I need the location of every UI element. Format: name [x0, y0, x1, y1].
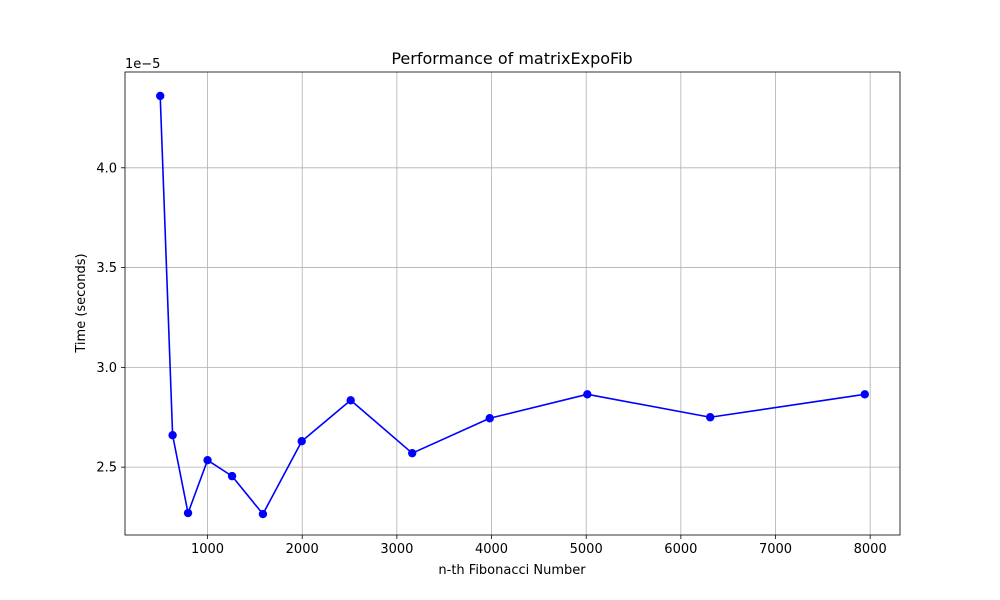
x-tick-label: 6000	[664, 542, 697, 557]
x-axis-label: n-th Fibonacci Number	[438, 563, 586, 578]
y-tick-label: 3.0	[96, 361, 117, 376]
series-group	[156, 91, 869, 519]
x-tick-label: 7000	[759, 542, 792, 557]
data-point	[156, 91, 165, 101]
x-tick-label: 2000	[286, 542, 319, 557]
data-point	[706, 413, 715, 422]
y-tick-label: 4.0	[96, 161, 117, 176]
data-point	[346, 396, 355, 405]
plot-area	[124, 71, 901, 536]
x-tick-label: 3000	[380, 542, 413, 557]
data-point	[183, 508, 193, 518]
data-point	[485, 414, 494, 423]
data-point	[203, 455, 212, 465]
y-axis-offset-label: 1e−5	[125, 57, 160, 72]
y-axis-label: Time (seconds)	[74, 253, 89, 353]
data-point	[408, 448, 417, 458]
y-tick-label: 2.5	[96, 461, 117, 476]
x-tick-label: 5000	[570, 542, 603, 557]
x-tick-label: 1000	[191, 542, 224, 557]
chart-title: Performance of matrixExpoFib	[391, 49, 632, 68]
data-point	[583, 390, 592, 399]
x-axis: 1000 2000 3000 4000 5000 6000 7000 8000	[191, 535, 887, 557]
y-axis: 2.5 3.0 3.5 4.0	[96, 161, 125, 476]
y-tick-label: 3.5	[96, 261, 117, 276]
axes-border	[124, 71, 901, 536]
x-tick-label: 8000	[854, 542, 887, 557]
grid	[125, 72, 900, 535]
data-point	[860, 390, 869, 399]
data-point	[258, 509, 268, 519]
data-point	[297, 437, 306, 446]
data-point	[168, 431, 177, 440]
data-point	[227, 471, 237, 481]
x-tick-label: 4000	[475, 542, 508, 557]
